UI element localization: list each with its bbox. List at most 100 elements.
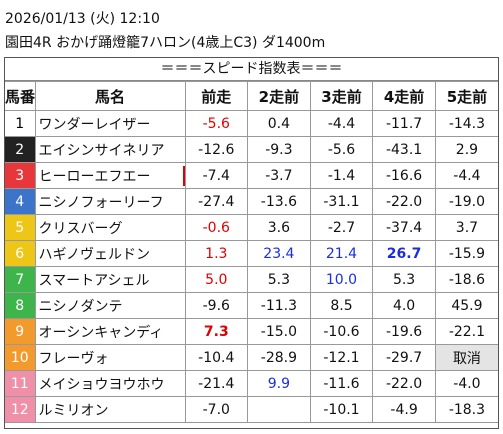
column-header: 5走前 xyxy=(434,81,498,111)
horse-name: ヒーローエフエー xyxy=(34,162,186,189)
speed-index: -7.0 xyxy=(184,396,249,423)
column-header: 前走 xyxy=(184,81,249,111)
speed-index: 2.9 xyxy=(434,136,498,163)
speed-index: 7.3 xyxy=(184,318,249,345)
speed-index: 21.4 xyxy=(309,240,374,267)
speed-index: -4.4 xyxy=(309,110,374,137)
column-header: 馬名 xyxy=(34,81,186,111)
speed-table: ＝＝＝スピード指数表＝＝＝ 馬番 馬名 前走 2走前 3走前 4走前 5走前 1 ワンダーレイ… xyxy=(4,57,499,429)
speed-index: -22.0 xyxy=(372,188,436,215)
speed-index: 3.7 xyxy=(434,214,498,241)
speed-index: -27.4 xyxy=(184,188,249,215)
horse-name: スマートアシェル xyxy=(34,266,186,293)
header-row: 馬番 馬名 前走 2走前 3走前 4走前 5走前 xyxy=(5,81,498,111)
horse-number: 5 xyxy=(5,214,36,241)
speed-index: 5.3 xyxy=(247,266,311,293)
speed-index: -10.1 xyxy=(309,396,374,423)
speed-index: -9.3 xyxy=(247,136,311,163)
speed-index: -15.9 xyxy=(434,240,498,267)
column-header: 2走前 xyxy=(247,81,311,111)
speed-index: 45.9 xyxy=(434,292,498,319)
row: 8 ニシノダンテ -9.6 -11.3 8.5 4.0 45.9 xyxy=(5,292,498,319)
speed-index: -4.0 xyxy=(434,370,498,397)
speed-index: -5.6 xyxy=(309,136,374,163)
horse-name: ハギノヴェルドン xyxy=(34,240,186,267)
speed-index: -4.9 xyxy=(372,396,436,423)
column-header: 馬番 xyxy=(5,81,36,111)
speed-index: -18.6 xyxy=(434,266,498,293)
row: 5 クリスバーグ -0.6 3.6 -2.7 -37.4 3.7 xyxy=(5,214,498,241)
empty-cell xyxy=(247,396,311,423)
speed-index: -11.6 xyxy=(309,370,374,397)
datetime: 2026/01/13 (火) 12:10 xyxy=(5,11,160,27)
column-header: 4走前 xyxy=(372,81,436,111)
speed-index: -12.1 xyxy=(309,344,374,371)
speed-index: -10.4 xyxy=(184,344,249,371)
column-header: 3走前 xyxy=(309,81,374,111)
speed-index: -19.0 xyxy=(434,188,498,215)
horse-name: ワンダーレイザー xyxy=(34,110,186,137)
speed-index: -31.1 xyxy=(309,188,374,215)
table-title: ＝＝＝スピード指数表＝＝＝ xyxy=(5,58,498,81)
horse-number: 1 xyxy=(5,110,36,137)
horse-number: 11 xyxy=(5,370,36,397)
speed-index: -22.0 xyxy=(372,370,436,397)
speed-index: -15.0 xyxy=(247,318,311,345)
speed-index: -43.1 xyxy=(372,136,436,163)
horse-number: 8 xyxy=(5,292,36,319)
speed-index: 5.3 xyxy=(372,266,436,293)
speed-index: 1.3 xyxy=(184,240,249,267)
speed-index: -29.7 xyxy=(372,344,436,371)
horse-number: 10 xyxy=(5,344,36,371)
horse-name: クリスバーグ xyxy=(34,214,186,241)
row: 9 オーシンキャンディ 7.3 -15.0 -10.6 -19.6 -22.1 xyxy=(5,318,498,345)
marker xyxy=(183,165,185,186)
speed-index: -3.7 xyxy=(247,162,311,189)
speed-index: -7.4 xyxy=(184,162,249,189)
speed-index: 3.6 xyxy=(247,214,311,241)
horse-number: 7 xyxy=(5,266,36,293)
speed-index: 9.9 xyxy=(247,370,311,397)
speed-index: -28.9 xyxy=(247,344,311,371)
speed-index: 4.0 xyxy=(372,292,436,319)
speed-index: -37.4 xyxy=(372,214,436,241)
race-title: 園田4R おかげ踊燈籠7ハロン(4歳上C3) ダ1400m xyxy=(5,35,326,51)
horse-name: ニシノダンテ xyxy=(34,292,186,319)
horse-name: エイシンサイネリア xyxy=(34,136,186,163)
row: 4 ニシノフォーリーフ -27.4 -13.6 -31.1 -22.0 -19.0 xyxy=(5,188,498,215)
horse-name: ルミリオン xyxy=(34,396,186,423)
row: 6 ハギノヴェルドン 1.3 23.4 21.4 26.7 -15.9 xyxy=(5,240,498,267)
horse-number: 12 xyxy=(5,396,36,423)
speed-index: -14.3 xyxy=(434,110,498,137)
horse-number: 3 xyxy=(5,162,36,189)
horse-name: フレーヴォ xyxy=(34,344,186,371)
speed-index: -21.4 xyxy=(184,370,249,397)
speed-index: -11.7 xyxy=(372,110,436,137)
speed-index: -5.6 xyxy=(184,110,249,137)
speed-index: -9.6 xyxy=(184,292,249,319)
speed-index: 取消 xyxy=(434,344,498,371)
speed-index: -2.7 xyxy=(309,214,374,241)
speed-index: -0.6 xyxy=(184,214,249,241)
horse-number: 4 xyxy=(5,188,36,215)
speed-index: -4.4 xyxy=(434,162,498,189)
row: 7 スマートアシェル 5.0 5.3 10.0 5.3 -18.6 xyxy=(5,266,498,293)
horse-name: ニシノフォーリーフ xyxy=(34,188,186,215)
speed-index: 0.4 xyxy=(247,110,311,137)
horse-number: 2 xyxy=(5,136,36,163)
speed-index: -10.6 xyxy=(309,318,374,345)
row: 1 ワンダーレイザー -5.6 0.4 -4.4 -11.7 -14.3 xyxy=(5,110,498,137)
speed-index: -18.3 xyxy=(434,396,498,423)
horse-number: 9 xyxy=(5,318,36,345)
speed-index: -11.3 xyxy=(247,292,311,319)
row: 2 エイシンサイネリア -12.6 -9.3 -5.6 -43.1 2.9 xyxy=(5,136,498,163)
speed-index: 23.4 xyxy=(247,240,311,267)
speed-index: -13.6 xyxy=(247,188,311,215)
horse-name: オーシンキャンディ xyxy=(34,318,186,345)
horse-number: 6 xyxy=(5,240,36,267)
row: 11 メイショウヨウホウ -21.4 9.9 -11.6 -22.0 -4.0 xyxy=(5,370,498,397)
speed-index: 26.7 xyxy=(372,240,436,267)
speed-index: -16.6 xyxy=(372,162,436,189)
speed-index: 5.0 xyxy=(184,266,249,293)
